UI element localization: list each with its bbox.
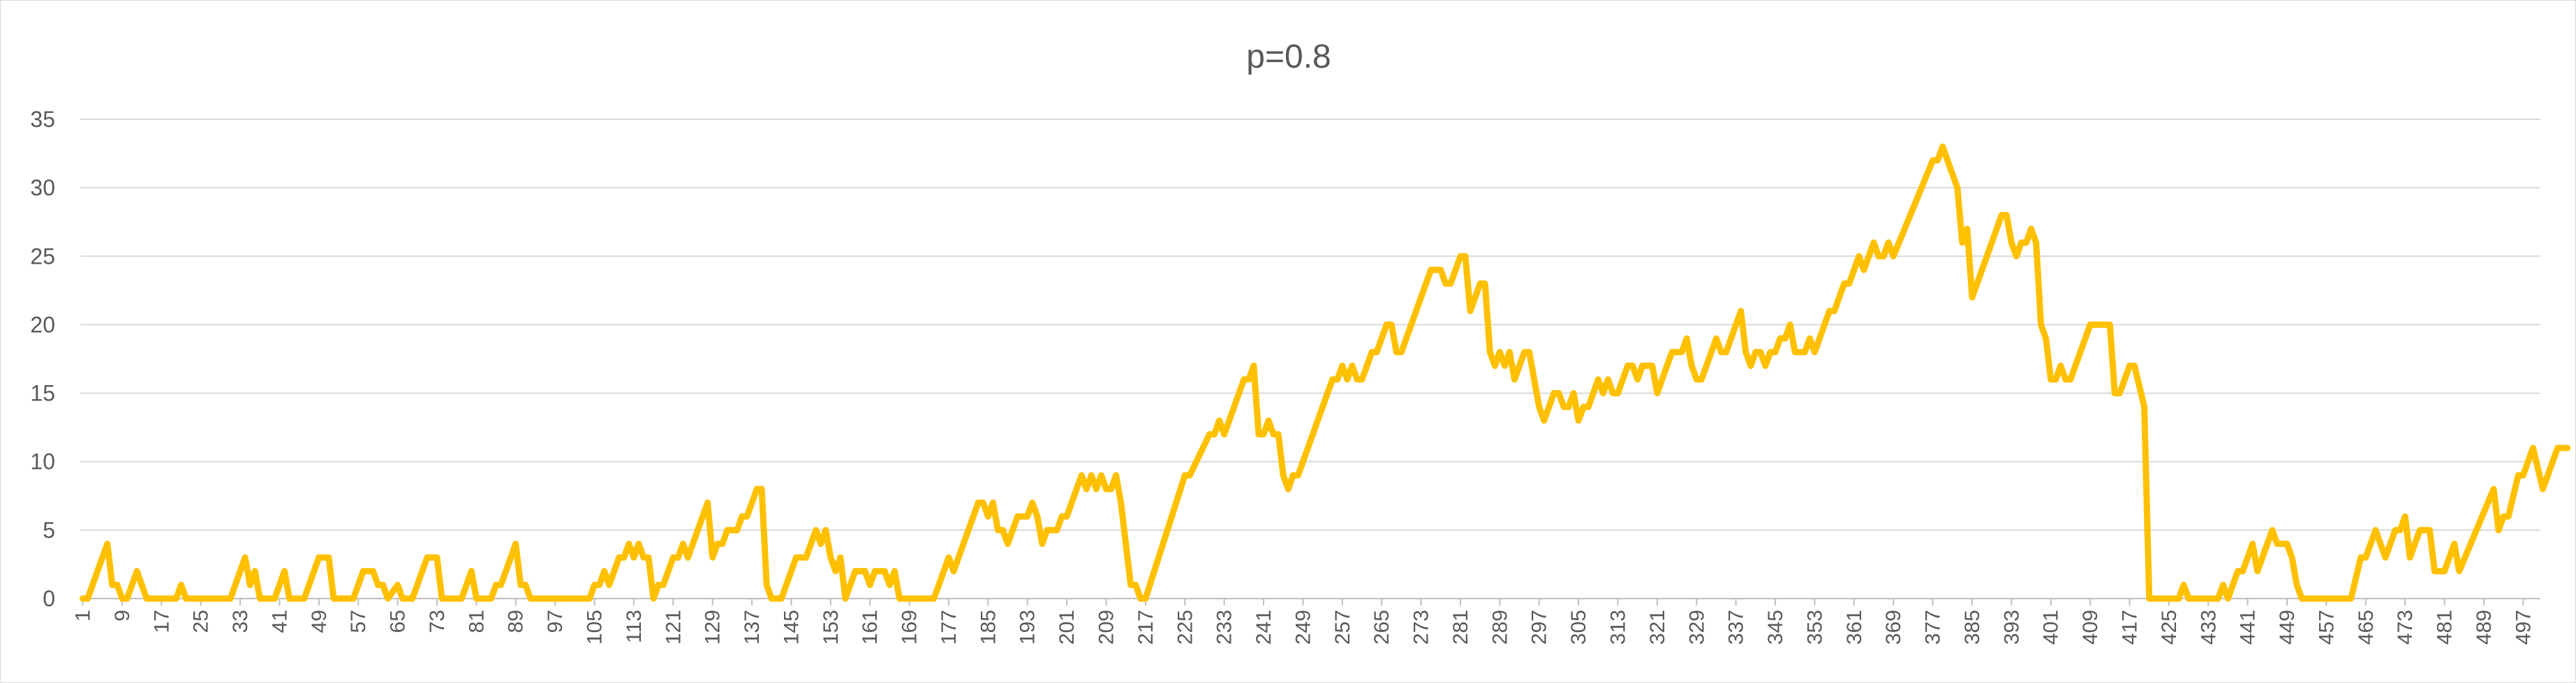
y-tick-label: 30 bbox=[30, 175, 55, 200]
x-tick-label: 89 bbox=[505, 610, 528, 633]
y-tick-label: 25 bbox=[30, 243, 55, 269]
x-tick-label: 409 bbox=[2079, 610, 2102, 645]
x-tick-label: 241 bbox=[1252, 610, 1275, 645]
x-tick-label: 9 bbox=[111, 610, 134, 622]
x-tick-label: 129 bbox=[702, 610, 725, 645]
x-tick-label: 489 bbox=[2473, 610, 2496, 645]
series-line bbox=[80, 143, 2571, 602]
x-tick-label: 201 bbox=[1056, 610, 1079, 645]
gridlines bbox=[80, 119, 2540, 599]
x-tick-label: 457 bbox=[2315, 610, 2338, 645]
x-tick-label: 265 bbox=[1370, 610, 1393, 645]
y-tick-label: 0 bbox=[43, 586, 55, 611]
x-tick-label: 217 bbox=[1134, 610, 1157, 645]
x-tick-label: 353 bbox=[1803, 610, 1826, 645]
x-tick-label: 417 bbox=[2118, 610, 2141, 645]
x-tick-label: 497 bbox=[2512, 610, 2535, 645]
x-tick-label: 233 bbox=[1213, 610, 1236, 645]
x-tick-label: 369 bbox=[1882, 610, 1905, 645]
x-tick-label: 305 bbox=[1567, 610, 1590, 645]
x-tick-label: 273 bbox=[1410, 610, 1433, 645]
y-axis-ticks: 0 5 10 15 20 25 30 35 bbox=[30, 107, 55, 611]
x-tick-label: 441 bbox=[2237, 610, 2260, 645]
y-tick-label: 5 bbox=[43, 518, 55, 543]
x-tick-label: 49 bbox=[308, 610, 331, 633]
x-tick-label: 297 bbox=[1528, 610, 1551, 645]
x-tick-label: 337 bbox=[1725, 610, 1748, 645]
y-tick-label: 15 bbox=[30, 381, 55, 406]
x-tick-label: 153 bbox=[820, 610, 843, 645]
x-tick-label: 17 bbox=[150, 610, 173, 633]
y-tick-label: 35 bbox=[30, 107, 55, 132]
x-tick-label: 361 bbox=[1843, 610, 1866, 645]
x-tick-label: 137 bbox=[741, 610, 764, 645]
x-tick-label: 81 bbox=[465, 610, 488, 633]
x-tick-label: 57 bbox=[347, 610, 370, 633]
x-tick-label: 329 bbox=[1685, 610, 1708, 645]
x-tick-label: 225 bbox=[1174, 610, 1197, 645]
x-tick-label: 249 bbox=[1291, 610, 1315, 645]
x-tick-label: 113 bbox=[623, 610, 646, 643]
x-tick-label: 185 bbox=[977, 610, 1000, 645]
x-tick-label: 145 bbox=[780, 610, 803, 645]
y-tick-label: 10 bbox=[30, 449, 55, 474]
x-tick-label: 25 bbox=[190, 610, 213, 633]
x-tick-label: 33 bbox=[229, 610, 252, 633]
x-tick-label: 257 bbox=[1331, 610, 1354, 645]
x-tick-label: 281 bbox=[1449, 610, 1472, 645]
x-tick-label: 425 bbox=[2158, 610, 2181, 645]
x-tick-label: 209 bbox=[1095, 610, 1118, 645]
x-tick-label: 465 bbox=[2355, 610, 2378, 645]
x-tick-label: 65 bbox=[387, 610, 410, 633]
x-tick-label: 449 bbox=[2276, 610, 2299, 645]
x-tick-label: 481 bbox=[2434, 610, 2457, 645]
x-tick-label: 321 bbox=[1646, 610, 1669, 645]
x-tick-label: 177 bbox=[938, 610, 961, 645]
y-tick-label: 20 bbox=[30, 312, 55, 337]
x-tick-label: 377 bbox=[1922, 610, 1945, 645]
x-tick-label: 73 bbox=[426, 610, 449, 633]
x-tick-label: 473 bbox=[2394, 610, 2417, 645]
x-tick-label: 41 bbox=[268, 610, 291, 633]
x-tick-label: 345 bbox=[1764, 610, 1787, 645]
x-tick-label: 97 bbox=[544, 610, 567, 633]
x-tick-label: 121 bbox=[662, 610, 685, 645]
x-tick-label: 385 bbox=[1961, 610, 1984, 645]
x-tick-label: 433 bbox=[2197, 610, 2220, 645]
x-tick-label: 105 bbox=[584, 610, 607, 645]
x-tick-label: 393 bbox=[2000, 610, 2023, 645]
x-tick-label: 1 bbox=[72, 610, 95, 622]
x-tick-label: 169 bbox=[898, 610, 921, 645]
x-tick-label: 401 bbox=[2040, 610, 2063, 645]
x-tick-label: 193 bbox=[1016, 610, 1039, 645]
x-tick-label: 161 bbox=[859, 610, 882, 645]
series-layer bbox=[80, 143, 2571, 602]
x-axis-ticks: 1 9 17 25 33 41 49 57 65 73 81 89 97 105 113 121 129 137 1… bbox=[72, 599, 2535, 645]
x-tick-label: 313 bbox=[1607, 610, 1630, 645]
chart-title: p=0.8 bbox=[1246, 38, 1331, 75]
x-tick-label: 289 bbox=[1488, 610, 1511, 645]
